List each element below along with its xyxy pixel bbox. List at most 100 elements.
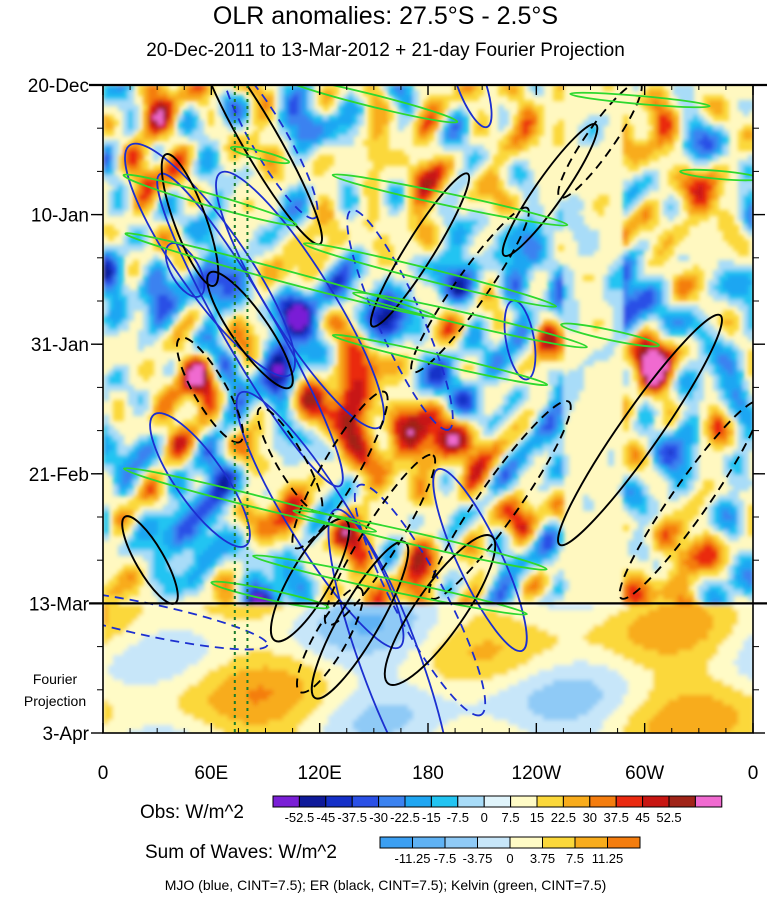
er-contour [296, 586, 364, 694]
colorbar-label: 3.75 [530, 851, 555, 866]
y-axis: 20-Dec 10-Jan 31-Jan 21-Feb 13-Mar 3-Apr Fouri… [24, 76, 765, 745]
colorbar-swatch [668, 795, 696, 808]
colorbar-swatch [412, 836, 446, 849]
x-tick-label: 120E [297, 763, 341, 784]
colorbar-swatch [379, 836, 413, 849]
colorbar-label: -11.25 [395, 851, 431, 866]
colorbar-label: 0 [481, 810, 488, 825]
colorbar-swatch [298, 795, 327, 808]
x-tick-label: 60E [194, 763, 228, 784]
chart-subtitle: 20-Dec-2011 to 13-Mar-2012 + 21-day Four… [146, 40, 625, 61]
colorbar-label: -7.5 [447, 810, 469, 825]
mjo-contour [447, 85, 493, 129]
er-contour [206, 270, 294, 390]
mjo-contour [327, 508, 453, 733]
colorbar-swatch [325, 795, 353, 808]
y-tick-label: 20-Dec [28, 76, 89, 97]
colorbar-label: -3.75 [463, 851, 493, 866]
kelvin-contour [252, 554, 528, 616]
er-contour [383, 534, 497, 686]
colorbar-swatch [351, 795, 380, 808]
colorbar-label: 7.5 [502, 810, 520, 825]
mjo-contour [432, 467, 528, 653]
colorbar-label: 7.5 [566, 851, 584, 866]
olr-field [103, 85, 753, 733]
er-contour [501, 123, 599, 257]
er-contour [618, 400, 753, 600]
y-tick-label: 21-Feb [29, 465, 89, 486]
colorbar-swatch [404, 795, 432, 808]
kelvin-contour [352, 291, 588, 349]
colorbar-label: 45 [635, 810, 649, 825]
kelvin-contour [292, 509, 548, 571]
x-tick-label: 60W [625, 763, 664, 784]
colorbar-swatch [694, 795, 723, 808]
er-contour [291, 390, 389, 550]
hovmoller-chart: 0 60E 120E 180 120W 60W 0 20-Dec 10-Jan 31-Jan 21… [24, 76, 767, 866]
colorbar-swatch [510, 795, 538, 808]
mjo-contour [353, 483, 487, 717]
colorbar-swatch [272, 795, 300, 808]
colorbar-label: -37.5 [337, 810, 367, 825]
fourier-label: Fourier [33, 671, 78, 687]
contour-legend: MJO (blue, CINT=7.5); ER (black, CINT=7.… [164, 877, 607, 893]
x-tick-label: 0 [98, 763, 109, 784]
colorbar-swatch [607, 836, 641, 849]
er-contour [557, 313, 723, 547]
mjo-contour [346, 209, 454, 431]
kelvin-contour [569, 91, 711, 109]
colorbar-swatch [562, 795, 591, 808]
colorbar-swatch [536, 795, 564, 808]
er-contour [160, 153, 220, 287]
kelvin-contour [331, 333, 549, 387]
colorbar-label: 22.5 [551, 810, 576, 825]
colorbar-swatch [589, 795, 617, 808]
colorbar-label: 0 [506, 851, 513, 866]
colorbar-swatch [483, 795, 512, 808]
colorbar-label: 11.25 [592, 851, 624, 866]
colorbar-swatch [444, 836, 478, 849]
colorbar-swatch [477, 836, 511, 849]
colorbar-label: 52.5 [656, 810, 681, 825]
x-tick-label: 180 [412, 763, 444, 784]
colorbar-swatch [457, 795, 485, 808]
waves-colorbar: -11.25 -7.5 -3.75 0 3.75 7.5 11.25 [379, 836, 641, 866]
y-tick-label: 31-Jan [31, 335, 89, 356]
er-contour [428, 400, 572, 600]
colorbar-label: -52.5 [285, 810, 315, 825]
chart-title: OLR anomalies: 27.5°S - 2.5°S [212, 2, 559, 30]
mjo-contour [164, 242, 206, 298]
wave-contours [103, 85, 753, 733]
x-tick-label: 120W [512, 763, 562, 784]
colorbar-swatch [615, 795, 644, 808]
obs-colorbar-label: Obs: W/m^2 [140, 802, 244, 823]
waves-colorbar-label: Sum of Waves: W/m^2 [145, 842, 337, 863]
kelvin-contour [229, 145, 291, 165]
y-tick-label: 10-Jan [31, 206, 89, 227]
mjo-contour [235, 390, 405, 650]
er-contour [176, 336, 244, 444]
colorbar-label: 30 [583, 810, 597, 825]
colorbar-label: -7.5 [434, 851, 456, 866]
kelvin-contour [281, 85, 459, 124]
kelvin-contour [679, 168, 753, 182]
kelvin-contour [560, 322, 660, 348]
colorbar-swatch [378, 795, 406, 808]
colorbar-swatch [430, 795, 459, 808]
mjo-contour [124, 142, 296, 378]
er-contour [369, 172, 471, 328]
kelvin-contour [124, 232, 436, 318]
x-tick-label: 0 [748, 763, 759, 784]
colorbar-swatch [642, 795, 670, 808]
mjo-contour [103, 589, 269, 651]
y-tick-label: 3-Apr [43, 724, 90, 745]
colorbar-label: 15 [530, 810, 544, 825]
kelvin-contour [331, 173, 569, 227]
colorbar-swatch [509, 836, 543, 849]
obs-colorbar: -52.5 -45 -37.5 -30 -22.5 -15 -7.5 0 7.5 15 22.5 30… [272, 795, 723, 825]
kelvin-contour [210, 580, 330, 610]
kelvin-contour [302, 242, 558, 308]
colorbar-label: -22.5 [390, 810, 420, 825]
y-tick-label: 13-Mar [29, 594, 90, 615]
colorbar-label: -45 [316, 810, 335, 825]
